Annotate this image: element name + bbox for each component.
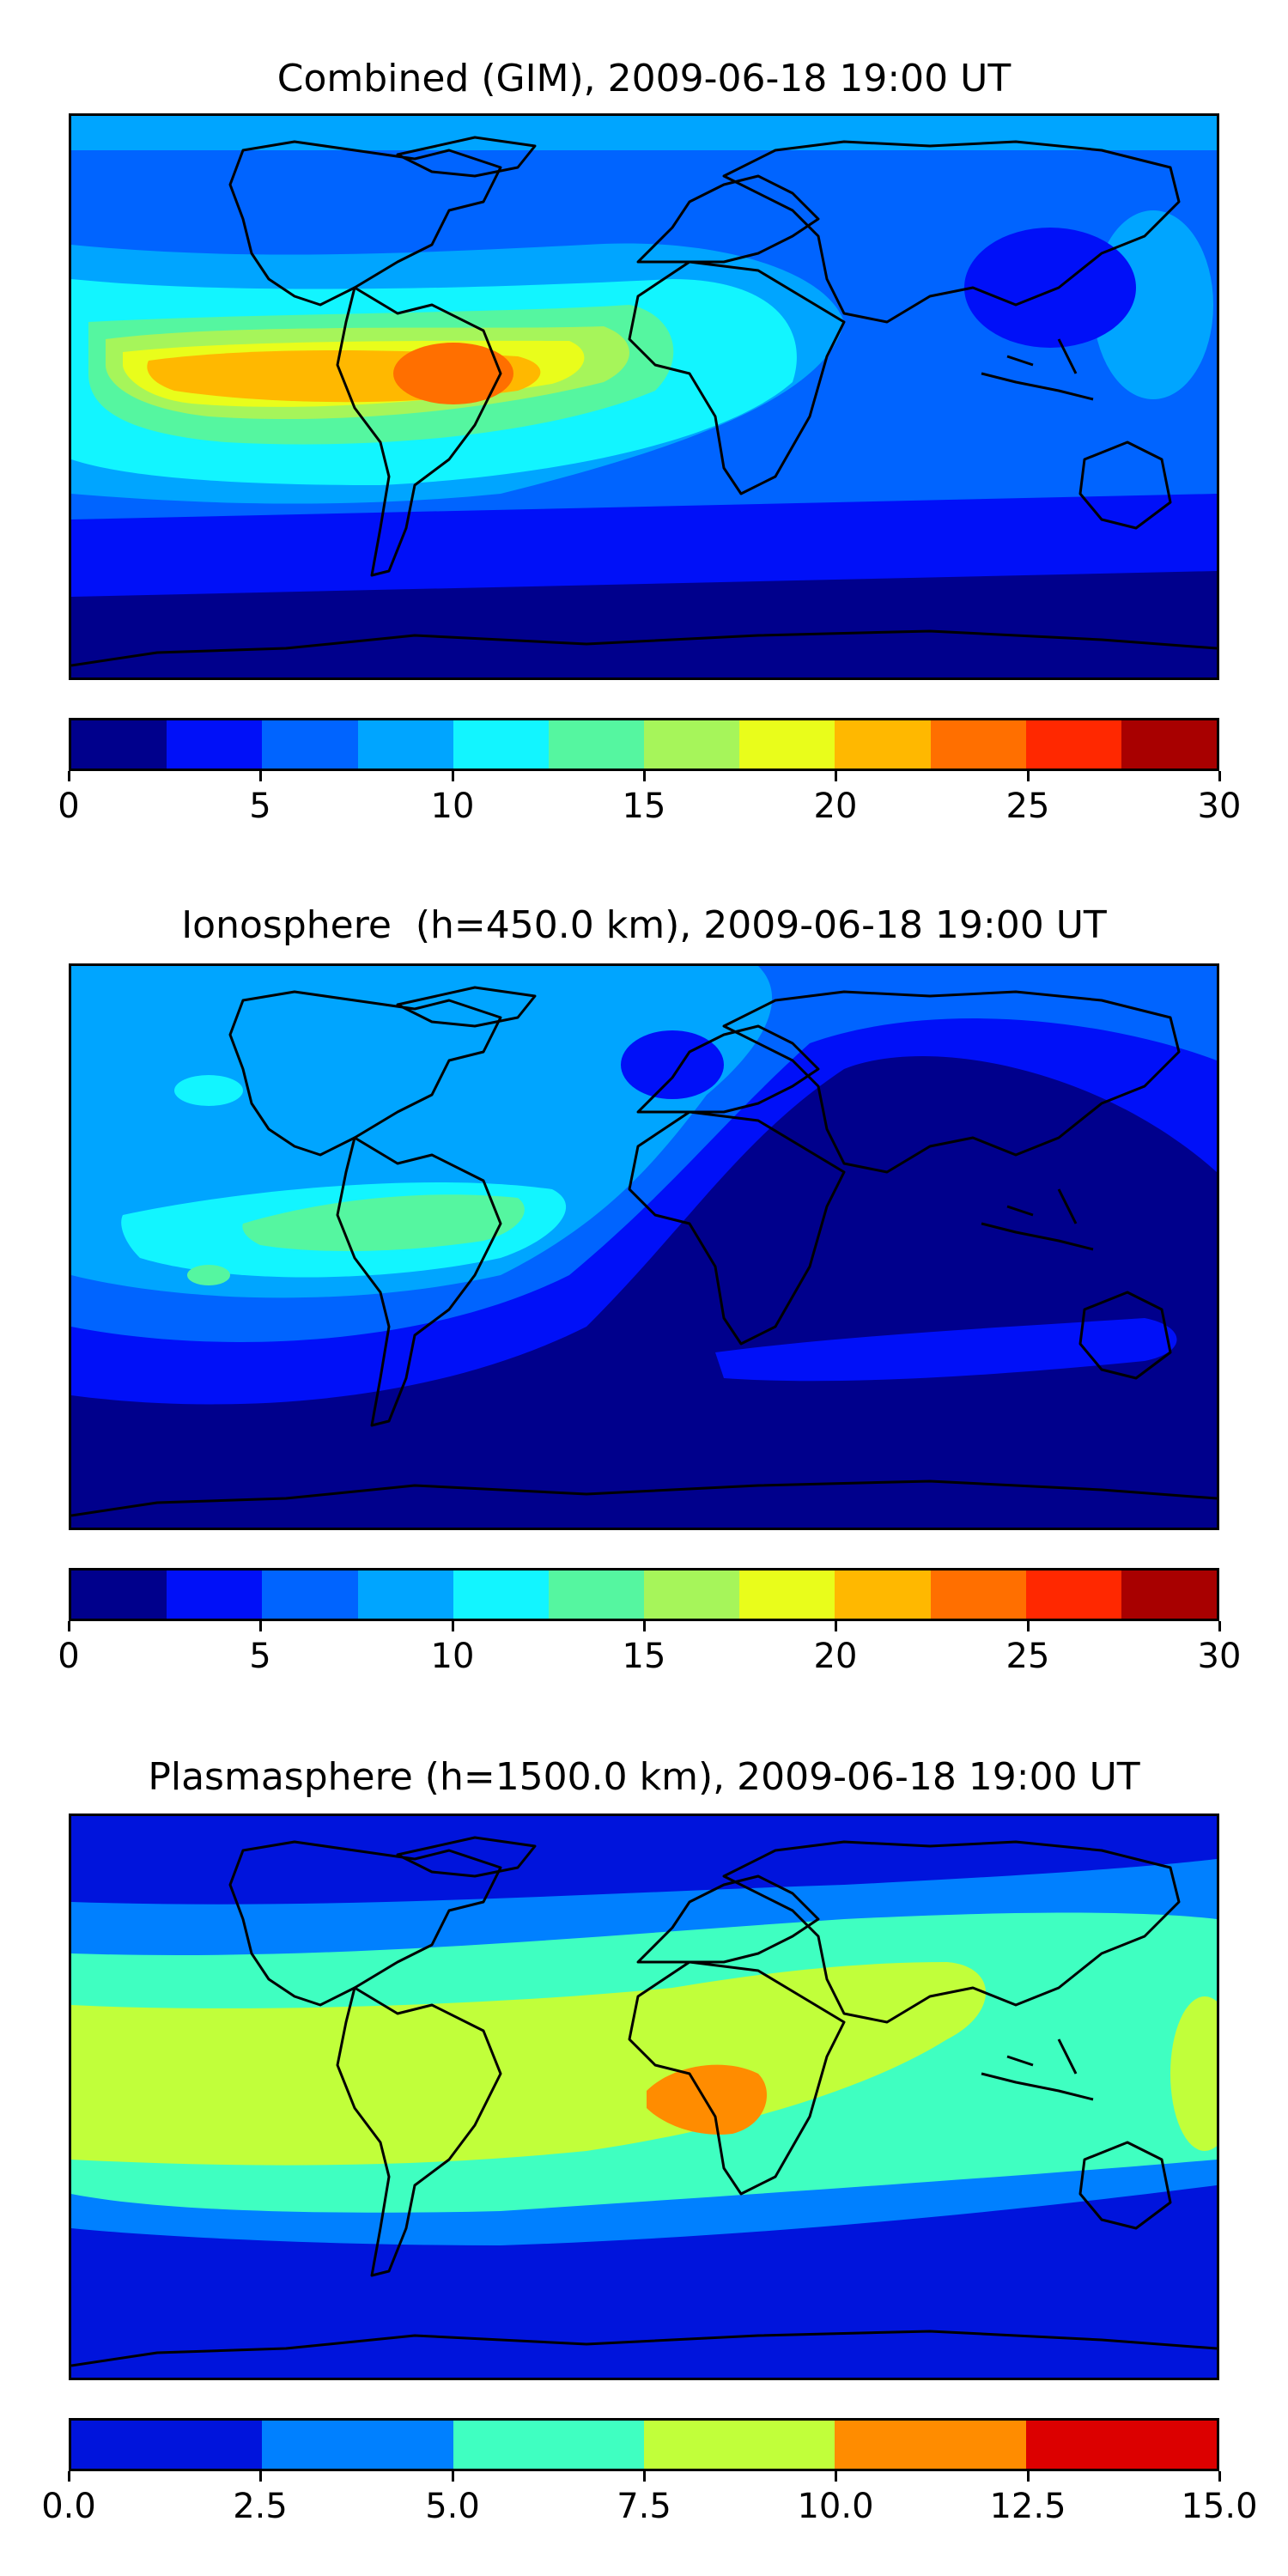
level-9-fill xyxy=(715,1318,1177,1382)
level-4-fill xyxy=(1170,1996,1217,2151)
colorbar-tick-label: 5.0 xyxy=(425,2487,480,2526)
colorbar-tick-label: 10 xyxy=(430,787,475,826)
colorbar-tick-label: 30 xyxy=(1197,1637,1242,1676)
colorbar-segment xyxy=(167,720,263,769)
colorbar-tick-label: 30 xyxy=(1197,787,1242,826)
coastlines xyxy=(71,136,1217,667)
level-7-fill xyxy=(187,1265,230,1285)
colorbar-segment xyxy=(71,720,167,769)
panel-3-map xyxy=(69,1814,1219,2380)
level-12-fill xyxy=(964,228,1136,348)
panel-1-map xyxy=(69,113,1219,680)
coastlines xyxy=(71,986,1217,1517)
colorbar-tick-label: 20 xyxy=(813,1637,858,1676)
colorbar-segment xyxy=(835,2421,1026,2469)
level-10-fill xyxy=(393,343,513,404)
colorbar-tick-label: 25 xyxy=(1005,1637,1050,1676)
colorbar-segment xyxy=(357,1571,453,1619)
panel-2-map xyxy=(69,963,1219,1530)
colorbar-tick-label: 5 xyxy=(249,1637,271,1676)
panel-3-title: Plasmasphere (h=1500.0 km), 2009-06-18 1… xyxy=(148,1755,1140,1799)
panel-2-title: Ionosphere (h=450.0 km), 2009-06-18 19:0… xyxy=(181,903,1107,947)
colorbar-segment xyxy=(644,1571,740,1619)
colorbar-segment xyxy=(548,1571,645,1619)
colorbar-segment xyxy=(453,2421,644,2469)
panel-1-title: Combined (GIM), 2009-06-18 19:00 UT xyxy=(276,57,1012,100)
panel-1-colorbar-ticks: 0 5 10 15 20 25 30 xyxy=(58,771,1241,826)
panel-3-colorbar xyxy=(69,2418,1219,2471)
colorbar-segment xyxy=(262,1571,358,1619)
panel-1-colorbar xyxy=(69,718,1219,771)
colorbar-tick-label: 15 xyxy=(622,1637,666,1676)
colorbar-segment xyxy=(71,2421,263,2469)
panel-3-colorbar-ticks: 0.0 2.5 5.0 7.5 10.0 12.5 15.0 xyxy=(41,2471,1258,2526)
level-6-fill xyxy=(174,1075,243,1106)
colorbar-segment xyxy=(453,720,549,769)
colorbar-segment xyxy=(167,1571,263,1619)
colorbar-tick-label: 0.0 xyxy=(41,2487,96,2526)
colorbar-segment xyxy=(644,720,740,769)
colorbar-segment xyxy=(71,1571,167,1619)
colorbar-segment xyxy=(453,1571,549,1619)
colorbar-segment xyxy=(835,1571,931,1619)
colorbar-segment xyxy=(262,2421,453,2469)
colorbar-segment xyxy=(548,720,645,769)
colorbar-segment xyxy=(930,1571,1026,1619)
panel-2-colorbar xyxy=(69,1568,1219,1621)
colorbar-segment xyxy=(357,720,453,769)
colorbar-tick-label: 10.0 xyxy=(797,2487,874,2526)
colorbar-tick-label: 5 xyxy=(249,787,271,826)
colorbar-segment xyxy=(262,720,358,769)
coastlines xyxy=(71,1836,1217,2367)
colorbar-segment xyxy=(930,720,1026,769)
colorbar-tick-label: 15 xyxy=(622,787,666,826)
panel-2-colorbar-ticks: 0 5 10 15 20 25 30 xyxy=(58,1621,1241,1676)
colorbar-segment xyxy=(739,1571,835,1619)
colorbar-tick-label: 10 xyxy=(430,1637,475,1676)
colorbar-tick-label: 12.5 xyxy=(989,2487,1066,2526)
colorbar-segment xyxy=(835,720,931,769)
colorbar-tick-label: 7.5 xyxy=(617,2487,671,2526)
colorbar-tick-label: 20 xyxy=(813,787,858,826)
colorbar-segment xyxy=(1121,1571,1218,1619)
colorbar-segment xyxy=(1025,2421,1217,2469)
level-5-fill xyxy=(647,2064,767,2135)
level-5-fill xyxy=(242,1194,525,1251)
colorbar-segment xyxy=(643,2421,835,2469)
colorbar-segment xyxy=(1121,720,1218,769)
colorbar-tick-label: 0 xyxy=(58,1637,80,1676)
level-1-fill xyxy=(71,116,1217,150)
colorbar-segment xyxy=(1025,720,1121,769)
level-3-fill xyxy=(71,571,1217,677)
level-8-fill xyxy=(621,1030,724,1099)
colorbar-segment xyxy=(1025,1571,1121,1619)
colorbar-tick-label: 25 xyxy=(1005,787,1050,826)
colorbar-tick-label: 0 xyxy=(58,787,80,826)
colorbar-tick-label: 2.5 xyxy=(233,2487,288,2526)
colorbar-segment xyxy=(739,720,835,769)
colorbar-tick-label: 15.0 xyxy=(1181,2487,1258,2526)
